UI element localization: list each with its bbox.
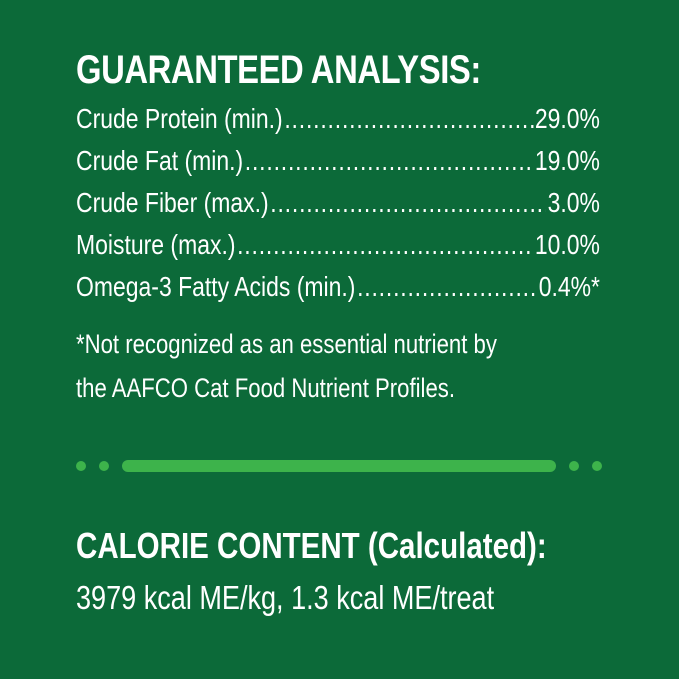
analysis-row: Moisture (max.) 10.0% [76,224,600,266]
footnote-line: *Not recognized as an essential nutrient… [76,329,497,359]
guaranteed-analysis: GUARANTEED ANALYSIS: Crude Protein (min.… [76,48,600,410]
row-label: Crude Fiber (max.) [76,187,269,218]
row-value: 29.0% [534,103,600,134]
row-label: Moisture (max.) [76,229,236,260]
row-label: Omega-3 Fatty Acids (min.) [76,271,356,302]
calorie-title: CALORIE CONTENT (Calculated): [76,525,547,566]
row-value: 10.0% [534,229,600,260]
divider-dot [99,461,109,471]
divider-dot [76,461,86,471]
analysis-row: Crude Protein (min.) 29.0% [76,98,600,140]
footnote-line: the AAFCO Cat Food Nutrient Profiles. [76,373,456,403]
section-divider [76,460,604,472]
analysis-title: GUARANTEED ANALYSIS: [76,48,481,92]
row-label: Crude Fat (min.) [76,145,244,176]
row-label: Crude Protein (min.) [76,103,283,134]
calorie-content: CALORIE CONTENT (Calculated): 3979 kcal … [76,524,600,620]
divider-bar [122,460,556,472]
analysis-row: Crude Fat (min.) 19.0% [76,140,600,182]
row-value: 19.0% [534,145,600,176]
analysis-row: Crude Fiber (max.) 3.0% [76,182,600,224]
row-value: 3.0% [547,187,600,218]
calorie-value: 3979 kcal ME/kg, 1.3 kcal ME/treat [76,579,495,616]
divider-dot [569,461,579,471]
row-value: 0.4%* [538,271,600,302]
divider-dot [592,461,602,471]
analysis-row: Omega-3 Fatty Acids (min.) 0.4%* [76,266,600,308]
